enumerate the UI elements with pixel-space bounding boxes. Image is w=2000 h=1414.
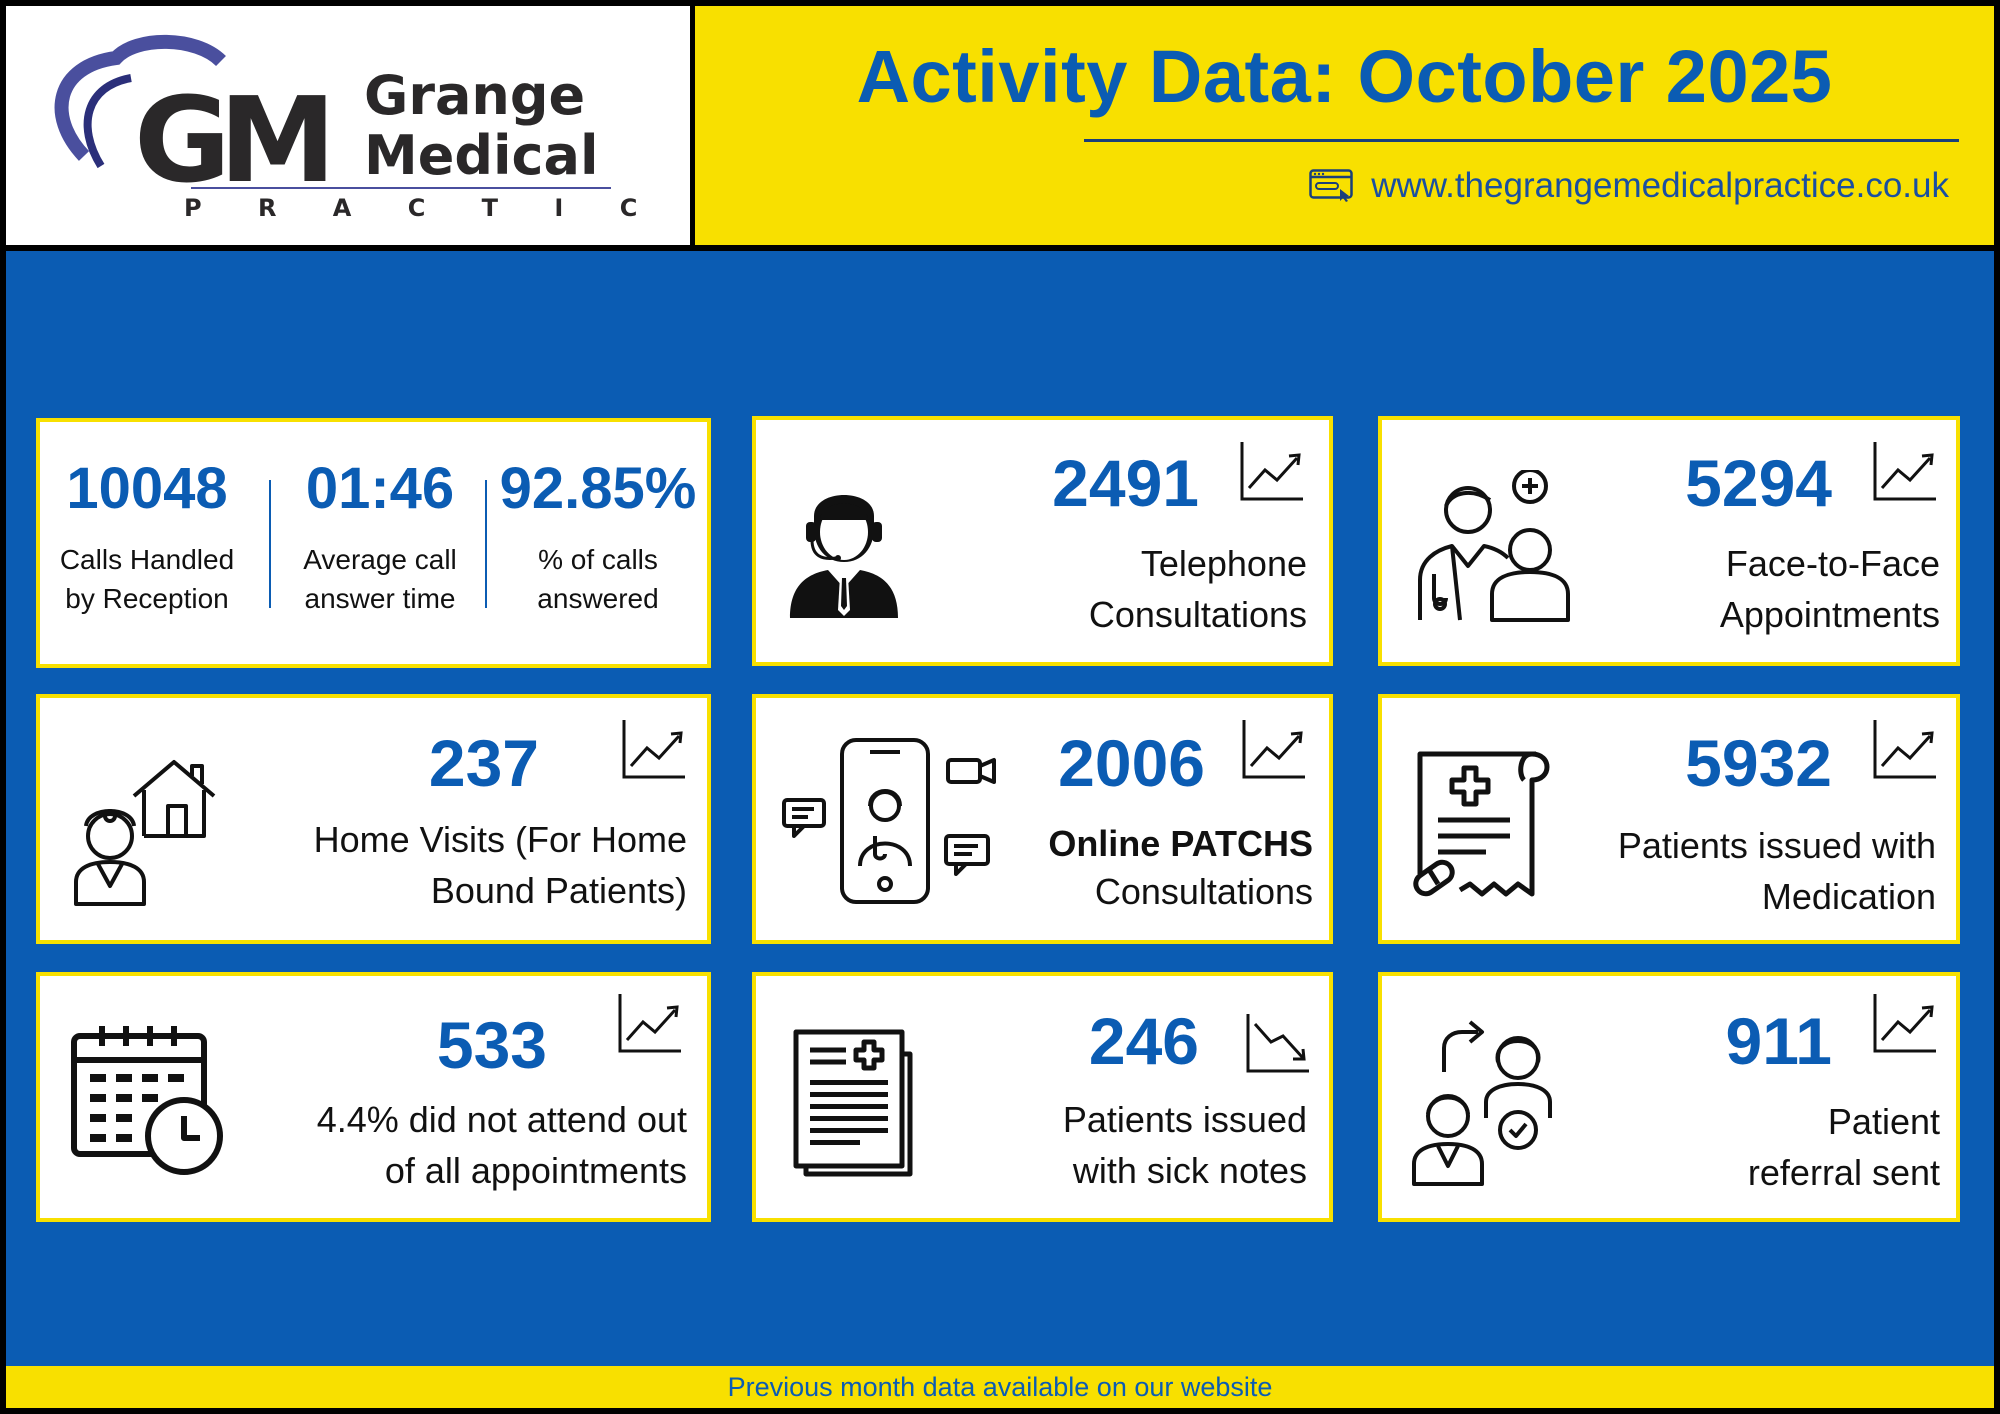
stat-value: 92.85% bbox=[499, 456, 697, 521]
logo-tagline: P R A C T I C E bbox=[184, 194, 695, 222]
referrals-label: Patient referral sent bbox=[1748, 1096, 1940, 1198]
telephone-consultations-count: 2491 bbox=[1052, 446, 1199, 520]
stat-average-answer-time: 01:46 Average call answer time bbox=[280, 460, 480, 618]
medical-document-icon bbox=[793, 1029, 913, 1177]
label-line: Patient bbox=[1827, 1101, 1940, 1142]
label-line: Consultations bbox=[1088, 594, 1307, 635]
title-panel: Activity Data: October 2025 www.thegrang… bbox=[695, 6, 1994, 251]
telephone-card: 2491 Telephone Consultations bbox=[752, 416, 1333, 666]
stat-label: by Reception bbox=[65, 583, 229, 614]
trend-down-icon bbox=[1246, 1014, 1309, 1073]
logo-letters: GM bbox=[134, 71, 326, 209]
stat-value: 10048 bbox=[66, 456, 228, 521]
online-consultations-count: 2006 bbox=[1058, 726, 1205, 800]
home-visit-icon bbox=[74, 760, 216, 906]
trend-up-icon bbox=[1873, 442, 1936, 501]
stat-label: Calls Handled bbox=[59, 544, 235, 575]
home-visits-label: Home Visits (For Home Bound Patients) bbox=[314, 814, 687, 916]
footer-banner: Previous month data available on our web… bbox=[6, 1366, 1994, 1408]
trend-up-icon bbox=[1242, 720, 1305, 779]
doctor-patient-icon bbox=[1418, 470, 1570, 622]
stat-calls-answered: 92.85% % of calls answered bbox=[492, 460, 704, 618]
label-line: Telephone bbox=[1140, 543, 1307, 584]
logo-panel: GM Grange Medical P R A C T I C E bbox=[6, 6, 695, 251]
referrals-count: 911 bbox=[1725, 1004, 1832, 1078]
stat-divider bbox=[269, 480, 271, 608]
calendar-clock-icon bbox=[71, 1026, 223, 1175]
stat-label: % of calls bbox=[538, 544, 658, 575]
website-link[interactable]: www.thegrangemedicalpractice.co.uk bbox=[1371, 166, 1949, 205]
label-line: Face-to-Face bbox=[1725, 543, 1940, 584]
footer-text: Previous month data available on our web… bbox=[727, 1372, 1273, 1402]
label-line: Patients issued bbox=[1062, 1099, 1307, 1140]
label-line: Home Visits (For Home bbox=[313, 819, 687, 860]
logo-name-line2: Medical bbox=[364, 124, 598, 187]
prescription-icon bbox=[1413, 751, 1550, 897]
stat-divider bbox=[485, 480, 487, 608]
label-line: Patients issued with bbox=[1617, 825, 1936, 866]
video-consultation-icon bbox=[782, 738, 996, 904]
stat-label: answer time bbox=[304, 583, 456, 614]
trend-up-icon bbox=[622, 720, 685, 779]
stat-label: answered bbox=[537, 583, 659, 614]
trend-up-icon bbox=[1873, 720, 1936, 779]
home-visits-card: 237 Home Visits (For Home Bound Patients… bbox=[36, 694, 711, 944]
website-row[interactable]: www.thegrangemedicalpractice.co.uk bbox=[1309, 166, 1949, 206]
telephone-consultations-label: Telephone Consultations bbox=[1089, 538, 1307, 640]
stat-label: Average call bbox=[303, 544, 457, 575]
reception-card: 10048 Calls Handled by Reception 01:46 Av… bbox=[36, 418, 711, 668]
did-not-attend-count: 533 bbox=[436, 1008, 547, 1082]
home-visits-count: 237 bbox=[428, 726, 539, 800]
label-line: of all appointments bbox=[384, 1150, 687, 1191]
page-title: Activity Data: October 2025 bbox=[856, 35, 1833, 118]
face-to-face-label: Face-to-Face Appointments bbox=[1720, 538, 1940, 640]
face-to-face-card: 5294 Face-to-Face Appointments bbox=[1378, 416, 1960, 666]
label-line: referral sent bbox=[1747, 1152, 1940, 1193]
patient-referral-icon bbox=[1412, 1020, 1552, 1186]
label-line: Medication bbox=[1761, 876, 1936, 917]
trend-up-icon bbox=[1873, 994, 1936, 1053]
face-to-face-count: 5294 bbox=[1685, 446, 1832, 520]
trend-up-icon bbox=[1240, 442, 1303, 501]
title-underline bbox=[1084, 139, 1959, 142]
logo-name-line1: Grange bbox=[364, 64, 585, 127]
label-line: Consultations bbox=[1094, 871, 1313, 912]
did-not-attend-card: 533 4.4% did not attend out of all appoi… bbox=[36, 972, 711, 1222]
sick-notes-card: 246 Patients issued with sick notes bbox=[752, 972, 1333, 1222]
stat-calls-handled: 10048 Calls Handled by Reception bbox=[46, 460, 248, 618]
stat-value: 01:46 bbox=[305, 456, 455, 521]
practice-logo: GM Grange Medical P R A C T I C E bbox=[54, 34, 695, 222]
label-line: Appointments bbox=[1719, 594, 1940, 635]
medication-label: Patients issued with Medication bbox=[1618, 820, 1936, 922]
medication-card: 5932 Patients issued with Medication bbox=[1378, 694, 1960, 944]
medication-count: 5932 bbox=[1685, 726, 1832, 800]
label-line: Online PATCHS bbox=[1048, 823, 1313, 864]
did-not-attend-label: 4.4% did not attend out of all appointme… bbox=[317, 1094, 687, 1196]
sick-notes-label: Patients issued with sick notes bbox=[1063, 1094, 1307, 1196]
referrals-card: 911 Patient referral sent bbox=[1378, 972, 1960, 1222]
sick-notes-count: 246 bbox=[1088, 1004, 1199, 1078]
headset-operator-icon bbox=[790, 495, 898, 618]
online-consultations-label: Online PATCHS Consultations bbox=[1048, 820, 1313, 916]
infographic: GM Grange Medical P R A C T I C E Activi… bbox=[6, 6, 1994, 1408]
browser-icon bbox=[1309, 169, 1353, 203]
online-consultations-card: 2006 Online PATCHS Consultations bbox=[752, 694, 1333, 944]
label-line: 4.4% did not attend out bbox=[316, 1099, 687, 1140]
trend-up-icon bbox=[618, 994, 681, 1053]
label-line: Bound Patients) bbox=[430, 870, 687, 911]
label-line: with sick notes bbox=[1072, 1150, 1307, 1191]
